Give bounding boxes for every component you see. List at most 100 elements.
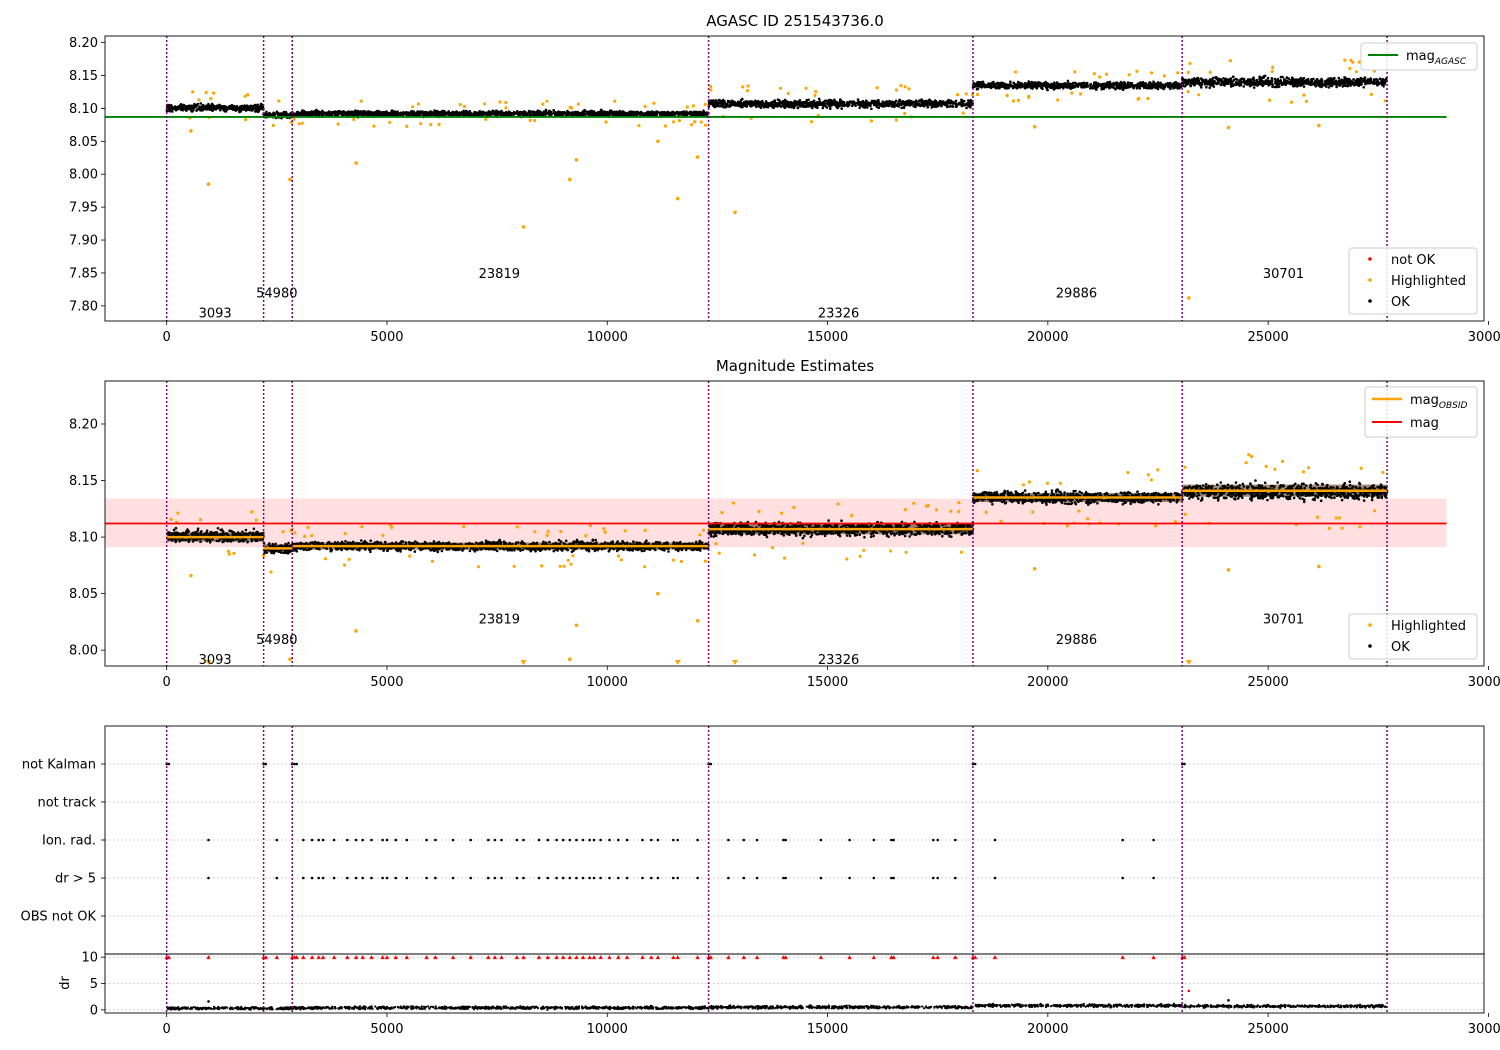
ok-point (416, 111, 420, 114)
ok-point (465, 111, 469, 115)
ok-point (491, 109, 495, 113)
ok-point (1064, 84, 1067, 87)
highlighted-point (1027, 95, 1031, 100)
ok-point (294, 112, 297, 116)
ok-point (252, 104, 256, 108)
highlighted-point (1014, 70, 1018, 74)
highlighted-point (372, 124, 376, 128)
highlighted-point (1289, 100, 1293, 104)
ok-point (1079, 83, 1082, 86)
ok-point (938, 102, 942, 105)
ok-point (561, 111, 565, 115)
ok-point (249, 104, 253, 108)
ok-point (1164, 82, 1167, 86)
ok-point (1270, 77, 1274, 80)
ok-point (598, 113, 602, 116)
ok-point (1121, 85, 1125, 88)
ok-point (1146, 86, 1149, 90)
ok-point (199, 102, 202, 105)
ok-point (1337, 76, 1341, 80)
ok-point (1093, 87, 1097, 90)
ok-point (779, 105, 783, 108)
highlighted-point (352, 117, 356, 122)
ok-point (1366, 81, 1370, 85)
highlighted-point (778, 86, 783, 90)
ok-point (631, 112, 635, 115)
ok-point (784, 104, 787, 107)
ok-point (1291, 80, 1294, 83)
ok-point (823, 102, 826, 106)
ok-point (1260, 78, 1263, 81)
ok-point (179, 106, 182, 110)
highlighted-point (533, 118, 537, 123)
ok-point (395, 113, 398, 116)
ok-point (401, 111, 405, 115)
ok-point (1346, 82, 1349, 85)
ok-point (690, 113, 694, 117)
ok-point (714, 102, 718, 105)
ok-point (745, 105, 748, 108)
ok-point (610, 111, 613, 115)
ok-point (1230, 82, 1233, 86)
ok-point (529, 113, 532, 117)
ok-point (539, 110, 542, 114)
ok-point (671, 110, 674, 114)
ok-point (1189, 80, 1192, 84)
ok-point (940, 104, 943, 108)
highlighted-point (419, 122, 423, 126)
ok-point (1169, 87, 1172, 91)
ok-point (748, 103, 752, 106)
ok-point (850, 101, 853, 104)
ok-point (1331, 81, 1334, 84)
ok-point (336, 113, 340, 117)
ok-point (503, 111, 507, 115)
ok-point (516, 110, 519, 113)
ok-point (1089, 85, 1093, 89)
ok-point (1045, 87, 1049, 91)
ok-point (766, 103, 769, 106)
ok-point (378, 112, 382, 116)
ok-point (1184, 80, 1187, 83)
ok-point (1314, 79, 1318, 83)
ok-point (1383, 80, 1387, 83)
ok-point (824, 105, 828, 108)
ok-point (757, 102, 761, 106)
ok-point (900, 100, 903, 104)
ok-point (830, 99, 833, 102)
ok-point (924, 99, 928, 103)
ok-point (192, 538, 196, 541)
ok-point (514, 112, 518, 115)
highlighted-point (613, 99, 617, 103)
ok-point (754, 102, 757, 105)
ok-point (182, 103, 185, 107)
highlighted-point (244, 118, 248, 122)
ok-point (1049, 85, 1053, 88)
ok-point (836, 103, 840, 106)
panel-magnitude-points (166, 453, 1389, 665)
ok-point (1119, 80, 1123, 84)
highlighted-point (1098, 75, 1102, 79)
highlighted-point (1188, 61, 1192, 65)
ok-point (166, 105, 169, 109)
ok-point (1352, 78, 1355, 81)
ok-point (299, 111, 302, 115)
highlighted-point (576, 102, 581, 106)
ok-point (429, 113, 433, 117)
ok-point (1192, 78, 1196, 82)
ok-point (1252, 86, 1256, 89)
ok-point (728, 100, 731, 103)
highlighted-point (206, 182, 211, 186)
ok-point (1334, 79, 1338, 82)
ok-point (908, 101, 912, 104)
ok-point (922, 105, 926, 108)
ok-point (1050, 82, 1053, 86)
highlighted-point (703, 123, 708, 127)
ok-point (711, 101, 715, 104)
ok-point (438, 113, 442, 117)
ok-point (1281, 83, 1284, 86)
ok-point (1212, 85, 1216, 88)
highlighted-point (894, 118, 898, 122)
ok-point (904, 103, 907, 106)
ok-point (1278, 85, 1281, 88)
ok-point (184, 107, 187, 111)
